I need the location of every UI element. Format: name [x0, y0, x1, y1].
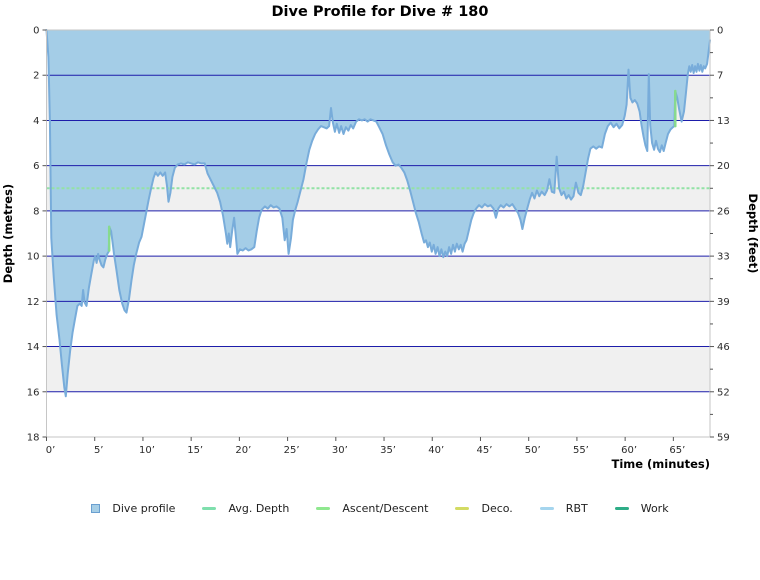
feet-tick-label: 52 — [717, 387, 730, 398]
work-swatch-icon — [614, 507, 629, 510]
metres-tick-label: 10 — [27, 252, 40, 263]
feet-tick-label: 39 — [717, 297, 730, 308]
legend-item-work: Work — [614, 502, 669, 515]
feet-tick-label: 46 — [717, 342, 730, 353]
legend-label: Avg. Depth — [228, 502, 290, 515]
feet-tick-label: 7 — [717, 71, 723, 82]
legend-label: Dive profile — [112, 502, 176, 515]
dive-profile-area — [46, 30, 710, 397]
time-tick-label: 30’ — [332, 445, 348, 456]
legend-item-deco: Deco. — [455, 502, 513, 515]
metres-tick-label: 6 — [33, 161, 39, 172]
time-tick-label: 15’ — [187, 445, 203, 456]
time-tick-label: 25’ — [284, 445, 300, 456]
feet-tick-label: 33 — [717, 252, 730, 263]
metres-tick-label: 0 — [33, 26, 39, 37]
y-axis-left-label: Depth (metres) — [1, 184, 15, 283]
time-tick-label: 55’ — [573, 445, 589, 456]
ascent-descent-swatch-icon — [316, 507, 331, 510]
time-tick-label: 50’ — [525, 445, 541, 456]
legend-label: Work — [640, 502, 669, 515]
rbt-swatch-icon — [539, 507, 554, 510]
deco-swatch-icon — [455, 507, 470, 510]
feet-tick-label: 20 — [717, 161, 730, 172]
dive-profile-swatch-icon — [91, 504, 101, 513]
legend-label: Ascent/Descent — [342, 502, 429, 515]
chart-legend: Dive profile Avg. Depth Ascent/Descent D… — [0, 502, 760, 515]
time-tick-label: 60’ — [621, 445, 637, 456]
metres-tick-label: 12 — [27, 297, 40, 308]
avg-depth-swatch-icon — [202, 507, 217, 510]
metres-tick-label: 8 — [33, 206, 39, 217]
time-tick-label: 0’ — [46, 445, 56, 456]
time-tick-label: 35’ — [380, 445, 396, 456]
chart-title: Dive Profile for Dive # 180 — [271, 4, 489, 20]
time-tick-label: 5’ — [94, 445, 104, 456]
metres-tick-label: 4 — [33, 116, 39, 127]
x-axis-label: Time (minutes) — [611, 457, 710, 471]
metres-tick-label: 14 — [27, 342, 40, 353]
legend-item-avg-depth: Avg. Depth — [202, 502, 289, 515]
legend-label: RBT — [565, 502, 588, 515]
depth-band — [46, 346, 710, 392]
time-tick-label: 45’ — [477, 445, 493, 456]
feet-tick-label: 0 — [717, 26, 723, 37]
feet-tick-label: 59 — [717, 433, 730, 444]
feet-tick-label: 13 — [717, 116, 730, 127]
metres-tick-label: 16 — [27, 387, 40, 398]
time-tick-label: 10’ — [139, 445, 155, 456]
y-axis-right-label: Depth (feet) — [746, 194, 760, 274]
legend-item-ascent-descent: Ascent/Descent — [316, 502, 428, 515]
legend-label: Deco. — [481, 502, 513, 515]
metres-tick-label: 2 — [33, 71, 39, 82]
time-tick-label: 40’ — [428, 445, 444, 456]
depth-band — [46, 256, 710, 302]
dive-profile-line — [45, 29, 711, 398]
legend-item-rbt: RBT — [539, 502, 588, 515]
metres-tick-label: 18 — [27, 433, 40, 444]
time-tick-label: 20’ — [235, 445, 251, 456]
feet-tick-label: 26 — [717, 206, 730, 217]
time-tick-label: 65’ — [669, 445, 685, 456]
legend-item-dive-profile: Dive profile — [91, 502, 175, 515]
